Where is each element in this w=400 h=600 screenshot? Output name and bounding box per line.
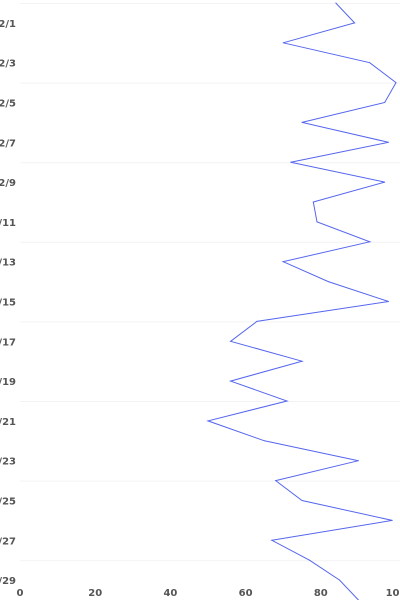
y-tick-label: 2/25 bbox=[0, 497, 16, 508]
data-point bbox=[286, 400, 288, 402]
y-tick-label: 2/11 bbox=[0, 218, 16, 229]
data-point bbox=[369, 241, 371, 243]
data-point bbox=[312, 201, 314, 203]
x-tick-label: 20 bbox=[88, 588, 102, 599]
y-tick-label: 2/21 bbox=[0, 417, 16, 428]
data-point bbox=[327, 281, 329, 283]
x-tick-label: 100 bbox=[386, 588, 400, 599]
x-tick-label: 0 bbox=[17, 588, 24, 599]
data-point bbox=[230, 340, 232, 342]
y-tick-label: 2/29 bbox=[0, 576, 16, 587]
data-point bbox=[301, 500, 303, 501]
series-layer bbox=[206, 2, 397, 600]
series-line bbox=[206, 2, 397, 600]
y-tick-label: 2/7 bbox=[0, 138, 16, 149]
data-point bbox=[282, 261, 284, 263]
x-tick-label: 40 bbox=[163, 588, 177, 599]
data-point bbox=[309, 559, 311, 561]
data-point bbox=[354, 22, 356, 24]
data-point bbox=[230, 380, 232, 382]
y-tick-label: 2/15 bbox=[0, 298, 16, 309]
y-tick-label: 2/27 bbox=[0, 536, 16, 547]
data-point bbox=[301, 360, 303, 362]
data-point bbox=[316, 221, 318, 223]
data-point bbox=[384, 181, 386, 183]
data-point bbox=[290, 161, 292, 163]
data-point bbox=[339, 579, 341, 581]
y-tick-label: 2/19 bbox=[0, 377, 16, 388]
y-tick-label: 2/1 bbox=[0, 19, 16, 30]
data-point bbox=[357, 460, 359, 462]
data-point bbox=[395, 82, 397, 84]
data-point bbox=[335, 2, 337, 4]
y-tick-label: 2/13 bbox=[0, 258, 16, 269]
data-point bbox=[256, 320, 258, 322]
x-tick-label: 60 bbox=[239, 588, 253, 599]
y-tick-label: 2/9 bbox=[0, 178, 16, 189]
data-point bbox=[282, 42, 284, 44]
y-tick-label: 2/17 bbox=[0, 337, 16, 348]
x-tick-label: 80 bbox=[314, 588, 328, 599]
data-point bbox=[271, 539, 273, 541]
data-point bbox=[384, 102, 386, 103]
y-tick-label: 2/23 bbox=[0, 457, 16, 468]
data-point bbox=[391, 519, 393, 521]
y-axis: 2/1 2/3 2/5 2/7 2/9 2/11 2/13 2/15 2/17 2/19 2/21 2… bbox=[0, 18, 17, 588]
y-tick-label: 2/3 bbox=[0, 59, 16, 70]
data-point bbox=[275, 480, 277, 482]
y-tick-label: 2/5 bbox=[0, 99, 16, 110]
data-point bbox=[207, 420, 209, 422]
data-point bbox=[387, 141, 389, 143]
data-point bbox=[263, 440, 265, 442]
data-point bbox=[387, 301, 389, 302]
x-axis: 0 20 40 60 80 100 bbox=[16, 587, 400, 600]
grid-lines bbox=[20, 3, 400, 562]
data-point bbox=[369, 62, 371, 64]
data-point bbox=[301, 121, 303, 123]
